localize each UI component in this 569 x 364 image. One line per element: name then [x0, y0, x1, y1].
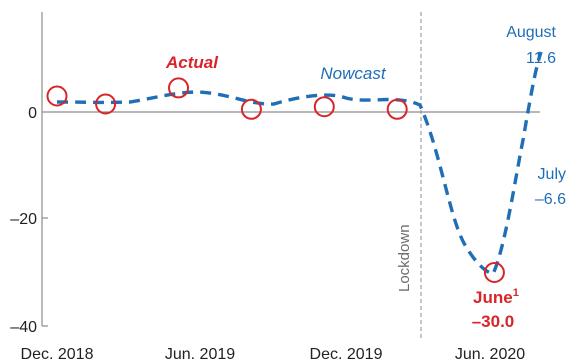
actual-label: Actual — [165, 53, 219, 72]
july-label: July — [538, 166, 566, 183]
actual-point — [483, 262, 505, 283]
y-tick-label: 0 — [28, 105, 37, 122]
x-tick-label: Jun. 2019 — [165, 346, 235, 363]
june-value: –30.0 — [472, 312, 515, 331]
actual-points — [46, 77, 505, 283]
august-label: August — [506, 24, 556, 41]
y-tick-label: –40 — [10, 319, 37, 336]
june-footnote: 1 — [513, 287, 519, 299]
actual-point — [386, 98, 408, 120]
x-tick-label: Jun. 2020 — [455, 346, 525, 363]
y-tick-label: –20 — [10, 211, 37, 228]
x-tick-label: Dec. 2018 — [21, 346, 94, 363]
nowcast-line — [56, 51, 543, 276]
actual-point — [240, 98, 262, 120]
lockdown-label: Lockdown — [396, 224, 413, 292]
actual-point — [168, 77, 189, 99]
actual-point — [46, 85, 68, 107]
june-label-text: June — [473, 288, 513, 307]
july-value: –6.6 — [535, 191, 566, 208]
actual-point — [95, 93, 117, 115]
actual-point — [313, 96, 335, 118]
august-value: 11.6 — [526, 50, 556, 67]
june-label: June1 — [473, 287, 519, 307]
nowcast-label: Nowcast — [320, 64, 386, 83]
x-tick-label: Dec. 2019 — [310, 346, 383, 363]
